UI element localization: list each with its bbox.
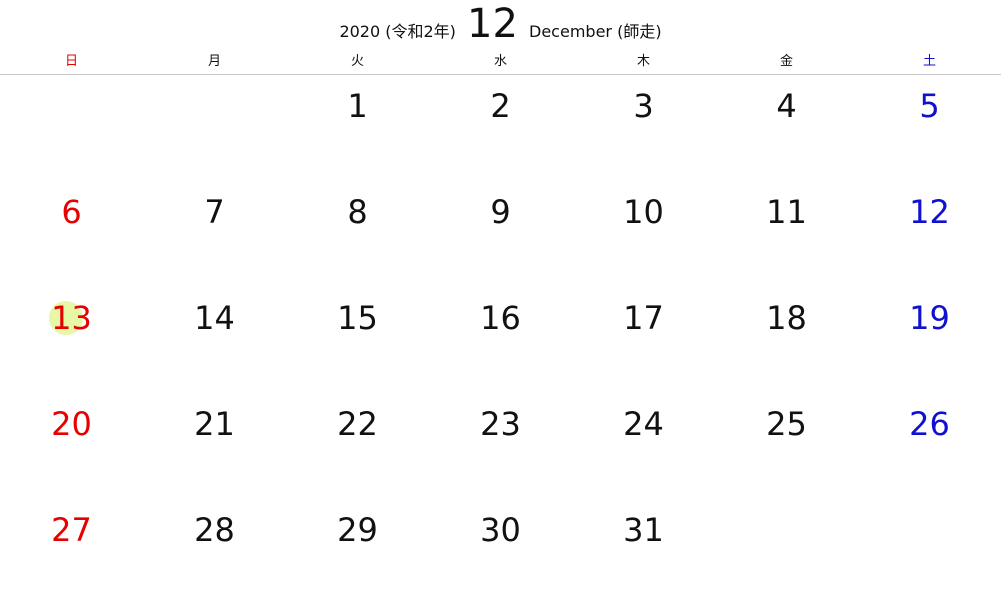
weekday-tuesday: 火 — [350, 54, 364, 69]
day-number: 14 — [194, 299, 235, 337]
day-cell[interactable]: 24 — [572, 394, 715, 500]
day-number: 19 — [909, 299, 950, 337]
day-number: 18 — [766, 299, 807, 337]
day-number: 27 — [51, 511, 92, 549]
day-number: 12 — [909, 193, 950, 231]
day-cell[interactable]: 19 — [858, 288, 1001, 394]
empty-day-cell — [858, 500, 1001, 606]
empty-day-cell — [715, 500, 858, 606]
month-number: 12 — [467, 1, 518, 47]
day-cell[interactable]: 11 — [715, 182, 858, 288]
day-cell[interactable]: 4 — [715, 76, 858, 182]
day-cell[interactable]: 25 — [715, 394, 858, 500]
day-cell[interactable]: 7 — [143, 182, 286, 288]
weekday-header-row: 日 月 火 水 木 金 土 — [0, 52, 1001, 72]
calendar-grid: 1 2 3 4 5 6 7 8 9 10 11 12 13 14 15 16 17 18 19 20 21 22 23 24 2… — [0, 76, 1001, 574]
day-number: 31 — [623, 511, 664, 549]
day-number: 4 — [776, 87, 797, 125]
empty-day-cell — [0, 76, 143, 182]
day-number: 9 — [490, 193, 511, 231]
day-number: 3 — [633, 87, 654, 125]
day-number: 30 — [480, 511, 521, 549]
day-cell[interactable]: 1 — [286, 76, 429, 182]
day-cell[interactable]: 13 — [0, 288, 143, 394]
day-number: 24 — [623, 405, 664, 443]
day-number: 10 — [623, 193, 664, 231]
day-number: 11 — [766, 193, 807, 231]
day-cell[interactable]: 27 — [0, 500, 143, 606]
day-number: 8 — [347, 193, 368, 231]
day-cell[interactable]: 10 — [572, 182, 715, 288]
weekday-sunday: 日 — [64, 54, 78, 69]
day-number: 1 — [347, 87, 368, 125]
day-cell[interactable]: 28 — [143, 500, 286, 606]
day-cell[interactable]: 22 — [286, 394, 429, 500]
day-cell[interactable]: 29 — [286, 500, 429, 606]
today-highlight — [49, 301, 83, 335]
day-cell[interactable]: 17 — [572, 288, 715, 394]
day-cell[interactable]: 18 — [715, 288, 858, 394]
weekday-friday: 金 — [779, 54, 793, 69]
day-number: 5 — [919, 87, 940, 125]
calendar-title: 2020 (令和2年) 12 December (師走) — [0, 2, 1001, 46]
day-number: 25 — [766, 405, 807, 443]
day-number: 6 — [61, 193, 82, 231]
day-cell[interactable]: 26 — [858, 394, 1001, 500]
day-number: 21 — [194, 405, 235, 443]
day-cell[interactable]: 8 — [286, 182, 429, 288]
day-cell[interactable]: 23 — [429, 394, 572, 500]
day-number: 22 — [337, 405, 378, 443]
month-name: December (師走) — [529, 22, 662, 41]
weekday-saturday: 土 — [922, 54, 936, 69]
day-number: 29 — [337, 511, 378, 549]
day-cell[interactable]: 21 — [143, 394, 286, 500]
weekday-thursday: 木 — [636, 54, 650, 69]
day-cell[interactable]: 3 — [572, 76, 715, 182]
day-cell[interactable]: 6 — [0, 182, 143, 288]
day-cell[interactable]: 20 — [0, 394, 143, 500]
header-divider — [0, 74, 1001, 75]
day-cell[interactable]: 14 — [143, 288, 286, 394]
day-number: 16 — [480, 299, 521, 337]
day-cell[interactable]: 31 — [572, 500, 715, 606]
day-number: 23 — [480, 405, 521, 443]
day-cell[interactable]: 30 — [429, 500, 572, 606]
empty-day-cell — [143, 76, 286, 182]
day-cell[interactable]: 16 — [429, 288, 572, 394]
day-cell[interactable]: 5 — [858, 76, 1001, 182]
day-number: 17 — [623, 299, 664, 337]
day-cell[interactable]: 2 — [429, 76, 572, 182]
day-number: 20 — [51, 405, 92, 443]
day-number: 2 — [490, 87, 511, 125]
day-number: 26 — [909, 405, 950, 443]
day-number: 28 — [194, 511, 235, 549]
day-cell[interactable]: 15 — [286, 288, 429, 394]
day-number: 7 — [204, 193, 225, 231]
day-number: 15 — [337, 299, 378, 337]
calendar-header: 2020 (令和2年) 12 December (師走) — [0, 0, 1001, 46]
day-number: 13 — [51, 299, 92, 337]
weekday-monday: 月 — [207, 54, 221, 69]
day-cell[interactable]: 9 — [429, 182, 572, 288]
year-label: 2020 (令和2年) — [339, 22, 456, 41]
weekday-wednesday: 水 — [493, 54, 507, 69]
day-cell[interactable]: 12 — [858, 182, 1001, 288]
